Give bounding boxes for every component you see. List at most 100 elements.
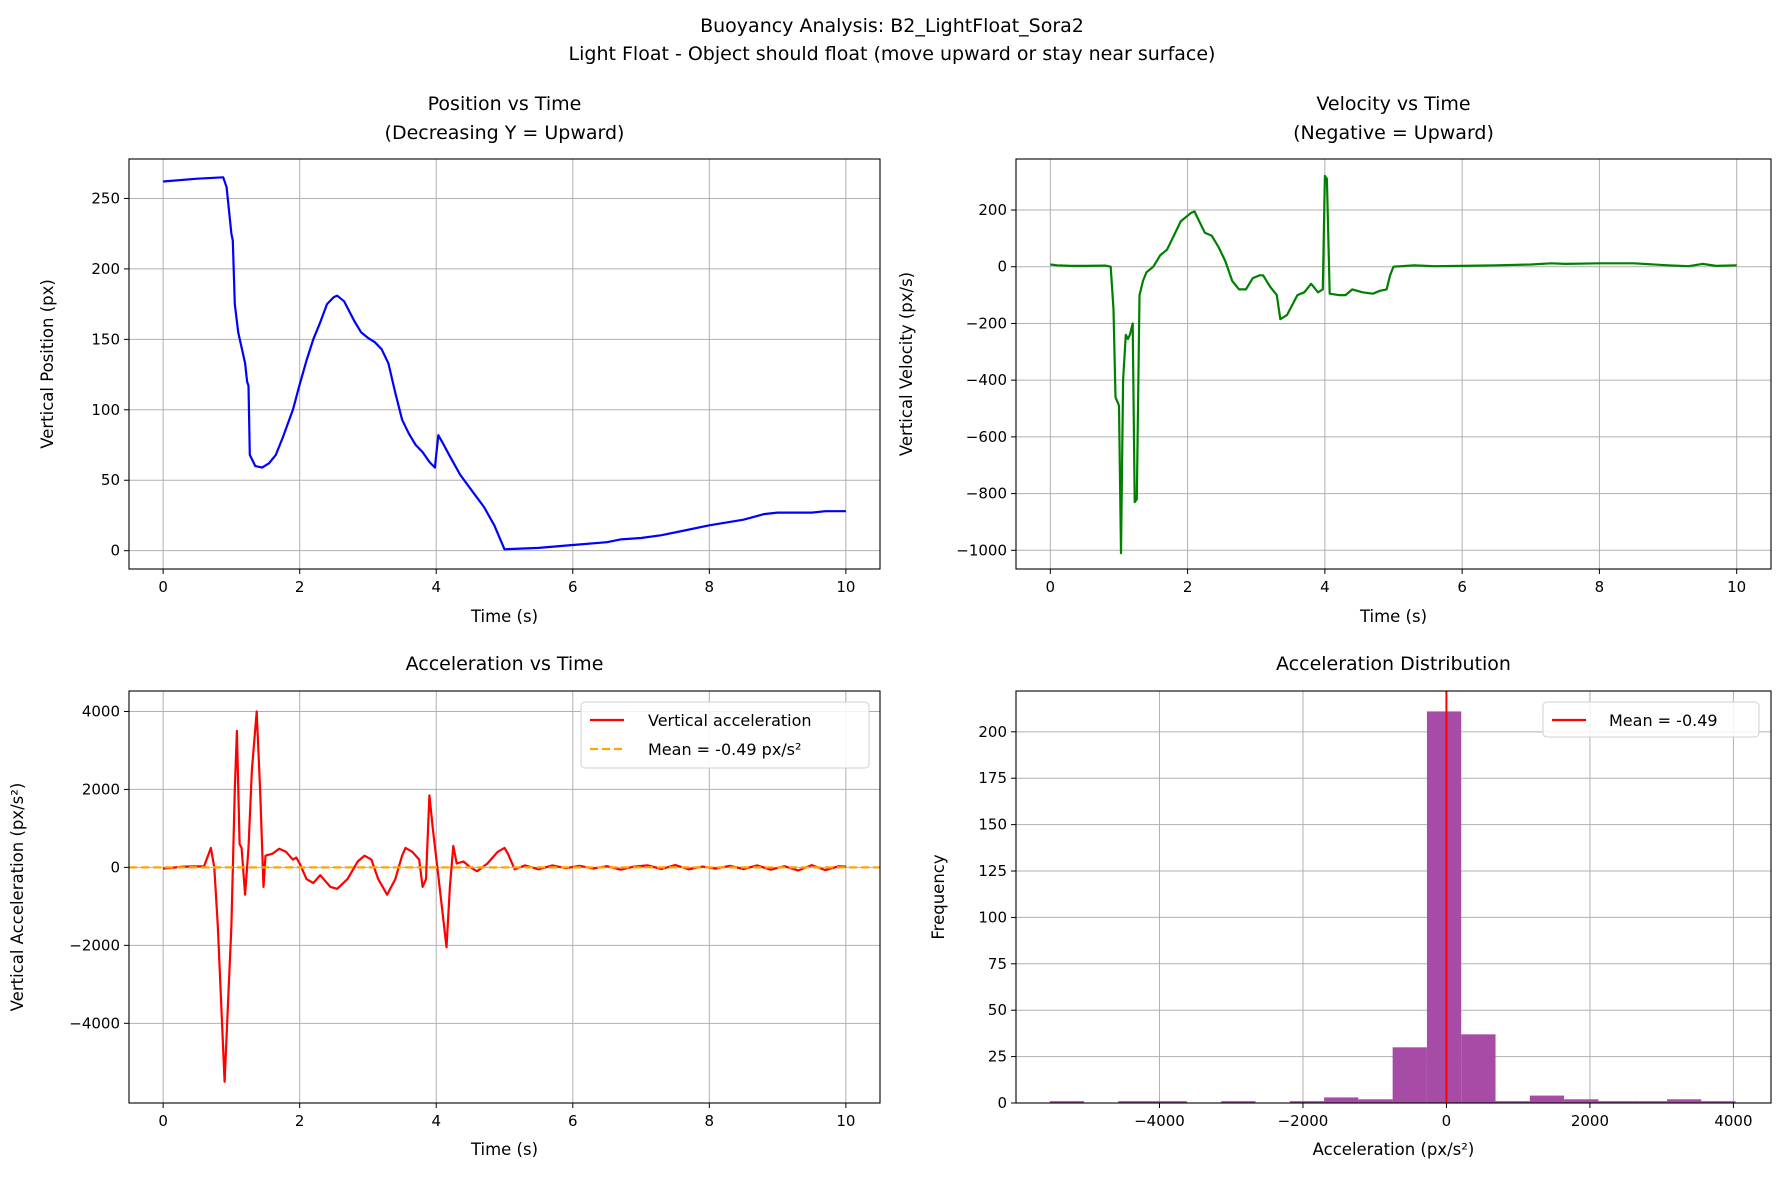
y-tick-label: 0	[110, 858, 120, 876]
y-tick-label: −1000	[956, 541, 1007, 559]
x-tick-label: 0	[158, 578, 168, 596]
y-tick-label: −4000	[69, 1014, 120, 1032]
y-axis-label: Frequency	[929, 854, 948, 939]
y-tick-label: 150	[91, 330, 120, 348]
chart-title: Acceleration Distribution	[1276, 653, 1511, 675]
axes-frame	[128, 690, 881, 1104]
x-tick-label: 10	[836, 578, 855, 596]
chart-distribution: Acceleration Distribution−4000 −2000 0 2000…	[929, 653, 1772, 1159]
x-axis-label: Time (s)	[470, 1140, 538, 1159]
histogram-bar	[1289, 1101, 1325, 1103]
x-tick-label: 6	[1457, 578, 1467, 596]
histogram-bar	[1324, 1097, 1359, 1103]
x-tick-label: 0	[1442, 1112, 1452, 1130]
chart-title: Acceleration vs Time	[406, 653, 604, 675]
histogram-bar	[1529, 1095, 1565, 1103]
x-tick-label: 10	[1727, 578, 1746, 596]
x-tick-label: 0	[158, 1112, 168, 1130]
x-tick-label: 4	[1320, 578, 1330, 596]
histogram-bar	[1392, 1047, 1427, 1103]
y-tick-label: 50	[988, 1001, 1007, 1019]
x-tick-label: 4	[431, 1112, 441, 1130]
suptitle-line1: Buoyancy Analysis: B2_LightFloat_Sora2	[700, 15, 1084, 37]
y-axis-label: Vertical Velocity (px/s)	[897, 272, 916, 456]
x-tick-label: 2000	[1571, 1112, 1609, 1130]
y-tick-label: −400	[966, 371, 1007, 389]
histogram-bar	[1049, 1101, 1085, 1103]
y-axis-label: Vertical Acceleration (px/s²)	[8, 783, 27, 1012]
histogram-bar	[1221, 1101, 1256, 1103]
y-tick-label: 175	[978, 769, 1007, 787]
x-tick-label: 8	[1595, 578, 1605, 596]
x-tick-label: 8	[705, 1112, 715, 1130]
x-tick-label: 2	[295, 578, 305, 596]
y-tick-label: −200	[966, 314, 1007, 332]
plot-area	[163, 176, 846, 551]
y-tick-label: 0	[997, 1094, 1007, 1112]
y-tick-label: 200	[978, 723, 1007, 741]
histogram-bar	[1598, 1101, 1633, 1103]
y-tick-label: 4000	[82, 702, 120, 720]
x-tick-label: 8	[705, 578, 715, 596]
histogram-bar	[1701, 1101, 1736, 1103]
plot-area	[1050, 174, 1737, 555]
legend-label: Vertical acceleration	[648, 711, 812, 730]
y-tick-label: 200	[978, 201, 1007, 219]
series-line-position	[163, 176, 846, 551]
legend: Vertical acceleration Mean = -0.49 px/s²	[580, 701, 870, 769]
x-axis-label: Time (s)	[1359, 607, 1427, 626]
histogram-bar	[1495, 1101, 1530, 1103]
series-line-velocity	[1050, 174, 1737, 555]
x-tick-label: 10	[836, 1112, 855, 1130]
x-tick-label: 2	[1183, 578, 1193, 596]
x-axis-label: Time (s)	[470, 607, 538, 626]
legend-label: Mean = -0.49	[1609, 711, 1718, 730]
histogram-bar	[1564, 1099, 1599, 1103]
y-tick-label: 250	[91, 189, 120, 207]
suptitle-line2: Light Float - Object should float (move …	[569, 43, 1216, 65]
histogram-bar	[1118, 1101, 1153, 1103]
y-tick-label: 2000	[82, 780, 120, 798]
y-tick-label: 100	[978, 908, 1007, 926]
chart-title: Position vs Time	[428, 93, 582, 115]
x-tick-label: 6	[568, 578, 578, 596]
chart-velocity: Velocity vs Time (Negative = Upward) 0 2 4 6 8…	[897, 93, 1772, 626]
chart-title: Velocity vs Time	[1316, 93, 1470, 115]
y-tick-label: −2000	[69, 936, 120, 954]
legend-box	[580, 701, 870, 769]
y-tick-label: 75	[988, 955, 1007, 973]
plot-area	[129, 710, 880, 1083]
chart-acceleration: Acceleration vs Time 0 2 4 6 8 10 −4000 −2000 0 20…	[8, 653, 881, 1159]
chart-subtitle: (Negative = Upward)	[1293, 122, 1494, 144]
plot-area	[1049, 691, 1736, 1103]
x-tick-label: 4	[431, 578, 441, 596]
x-tick-label: −4000	[1134, 1112, 1185, 1130]
y-tick-label: 25	[988, 1048, 1007, 1066]
x-tick-label: −2000	[1278, 1112, 1329, 1130]
y-tick-label: 200	[91, 260, 120, 278]
y-tick-label: −600	[966, 428, 1007, 446]
y-tick-label: 125	[978, 862, 1007, 880]
x-axis-label: Acceleration (px/s²)	[1313, 1140, 1475, 1159]
x-tick-label: 2	[295, 1112, 305, 1130]
histogram-bar	[1358, 1099, 1393, 1103]
histogram-bar	[1152, 1101, 1187, 1103]
chart-subtitle: (Decreasing Y = Upward)	[385, 122, 625, 144]
x-tick-label: 6	[568, 1112, 578, 1130]
x-tick-label: 0	[1046, 578, 1056, 596]
chart-position: Position vs Time (Decreasing Y = Upward) 0…	[38, 93, 881, 626]
histogram-bar	[1666, 1099, 1702, 1103]
y-tick-label: −800	[966, 485, 1007, 503]
y-tick-label: 0	[997, 258, 1007, 276]
axes-frame	[1015, 158, 1772, 570]
histogram-bar	[1426, 711, 1462, 1103]
y-axis-label: Vertical Position (px)	[38, 279, 57, 449]
x-tick-label: 4000	[1714, 1112, 1752, 1130]
y-tick-label: 50	[101, 471, 120, 489]
legend-box	[1542, 701, 1760, 738]
axes-frame	[128, 158, 881, 570]
histogram-bar	[1632, 1101, 1667, 1103]
y-tick-label: 0	[110, 542, 120, 560]
y-tick-label: 100	[91, 401, 120, 419]
